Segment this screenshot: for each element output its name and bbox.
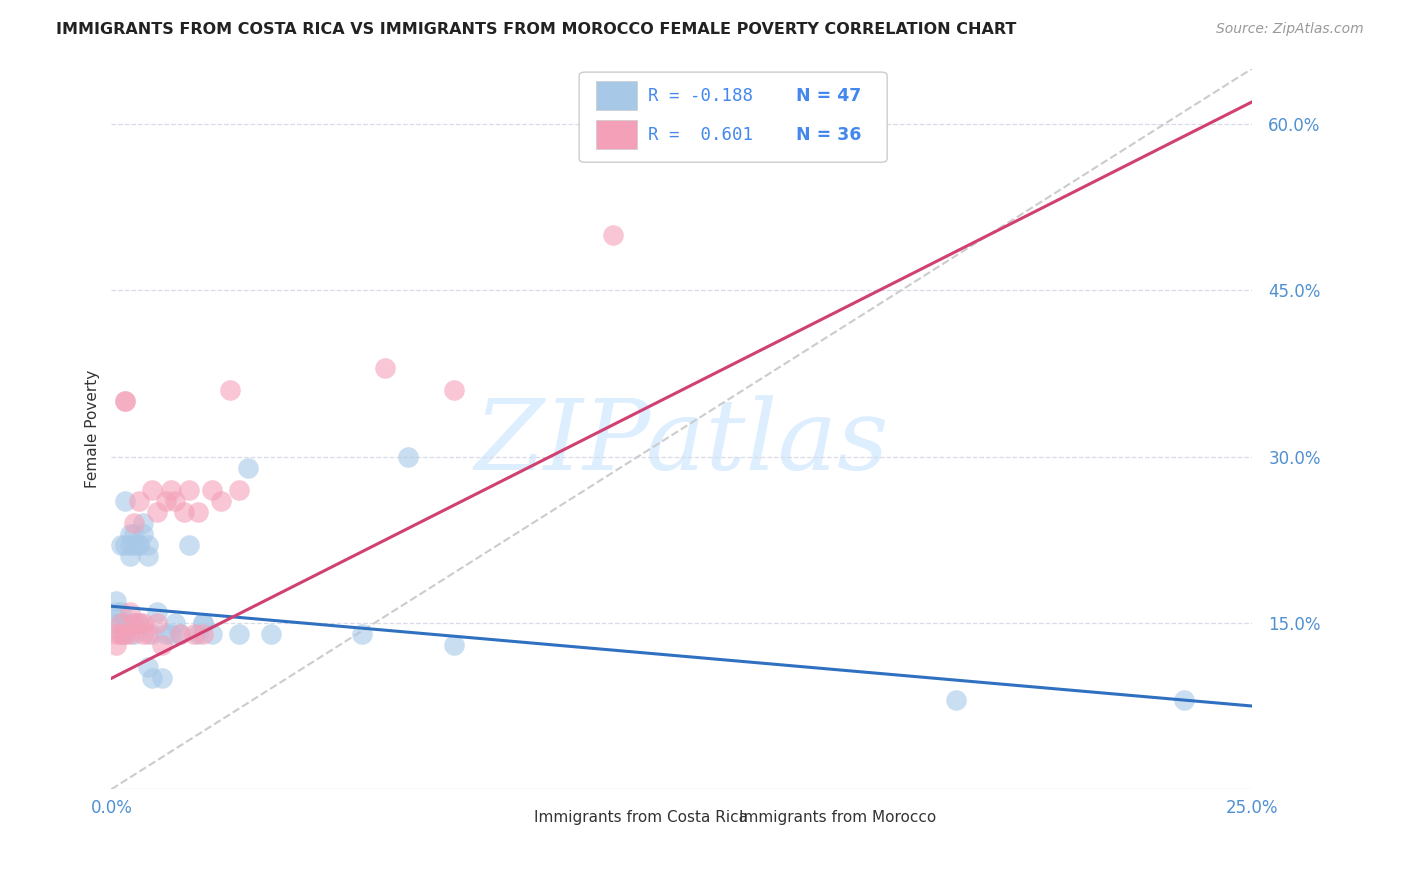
Point xyxy=(150,638,173,652)
Point xyxy=(128,494,150,508)
Point xyxy=(1173,693,1195,707)
Text: IMMIGRANTS FROM COSTA RICA VS IMMIGRANTS FROM MOROCCO FEMALE POVERTY CORRELATION: IMMIGRANTS FROM COSTA RICA VS IMMIGRANTS… xyxy=(56,22,1017,37)
FancyBboxPatch shape xyxy=(596,120,637,149)
Point xyxy=(165,494,187,508)
Point xyxy=(602,227,624,242)
Point xyxy=(352,627,374,641)
Point xyxy=(191,615,214,630)
Point xyxy=(128,538,150,552)
Point xyxy=(104,627,127,641)
Point xyxy=(191,627,214,641)
FancyBboxPatch shape xyxy=(596,81,637,111)
Point xyxy=(191,615,214,630)
Point xyxy=(187,505,209,519)
Point xyxy=(118,627,141,641)
Point xyxy=(114,494,136,508)
Point xyxy=(114,627,136,641)
Point xyxy=(187,627,209,641)
Point xyxy=(136,627,159,641)
Point xyxy=(110,615,132,630)
Point xyxy=(122,538,145,552)
Point xyxy=(132,527,155,541)
Text: R = -0.188: R = -0.188 xyxy=(648,87,752,105)
Point xyxy=(118,605,141,619)
Point xyxy=(155,494,177,508)
Point xyxy=(118,538,141,552)
Point xyxy=(228,483,250,497)
Point xyxy=(132,627,155,641)
Point xyxy=(155,627,177,641)
Point xyxy=(183,627,205,641)
Point xyxy=(260,627,283,641)
Point xyxy=(104,605,127,619)
Point xyxy=(159,627,181,641)
Point xyxy=(238,460,260,475)
Y-axis label: Female Poverty: Female Poverty xyxy=(86,369,100,488)
Point xyxy=(443,638,465,652)
Point xyxy=(110,627,132,641)
Point xyxy=(122,615,145,630)
Point xyxy=(104,638,127,652)
Point xyxy=(122,627,145,641)
Point xyxy=(132,615,155,630)
Text: Source: ZipAtlas.com: Source: ZipAtlas.com xyxy=(1216,22,1364,37)
Point xyxy=(177,483,200,497)
Point xyxy=(114,394,136,409)
Point xyxy=(141,671,163,685)
Point xyxy=(110,538,132,552)
Point xyxy=(228,627,250,641)
Point xyxy=(104,615,127,630)
Point xyxy=(169,627,191,641)
FancyBboxPatch shape xyxy=(496,805,527,830)
Point xyxy=(173,505,195,519)
Point xyxy=(219,383,242,397)
Text: ZIPatlas: ZIPatlas xyxy=(475,396,889,491)
Point xyxy=(146,505,169,519)
Point xyxy=(110,627,132,641)
FancyBboxPatch shape xyxy=(703,805,733,830)
Point xyxy=(374,360,396,375)
Point xyxy=(443,383,465,397)
Point xyxy=(114,394,136,409)
Point xyxy=(146,615,169,630)
Point xyxy=(104,593,127,607)
Point xyxy=(122,527,145,541)
Point xyxy=(201,627,224,641)
Point xyxy=(114,627,136,641)
Text: R =  0.601: R = 0.601 xyxy=(648,126,752,144)
Point xyxy=(110,615,132,630)
Point xyxy=(177,538,200,552)
Point xyxy=(150,671,173,685)
Point xyxy=(122,516,145,530)
Point xyxy=(945,693,967,707)
Point xyxy=(141,483,163,497)
Point xyxy=(141,627,163,641)
Point xyxy=(136,660,159,674)
Text: N = 36: N = 36 xyxy=(796,126,862,144)
Point xyxy=(165,615,187,630)
Point xyxy=(128,538,150,552)
Point xyxy=(132,516,155,530)
Point xyxy=(136,538,159,552)
Point xyxy=(114,615,136,630)
Point xyxy=(128,615,150,630)
Point xyxy=(114,538,136,552)
Point xyxy=(146,605,169,619)
Point xyxy=(201,483,224,497)
Point xyxy=(209,494,232,508)
Point xyxy=(122,615,145,630)
Text: Immigrants from Costa Rica: Immigrants from Costa Rica xyxy=(533,810,748,825)
Point xyxy=(136,549,159,564)
Point xyxy=(396,450,419,464)
Point xyxy=(118,549,141,564)
Text: N = 47: N = 47 xyxy=(796,87,860,105)
Point xyxy=(159,483,181,497)
Point xyxy=(118,527,141,541)
Text: Immigrants from Morocco: Immigrants from Morocco xyxy=(740,810,936,825)
Point xyxy=(169,627,191,641)
Point xyxy=(110,605,132,619)
FancyBboxPatch shape xyxy=(579,72,887,162)
Point xyxy=(128,615,150,630)
